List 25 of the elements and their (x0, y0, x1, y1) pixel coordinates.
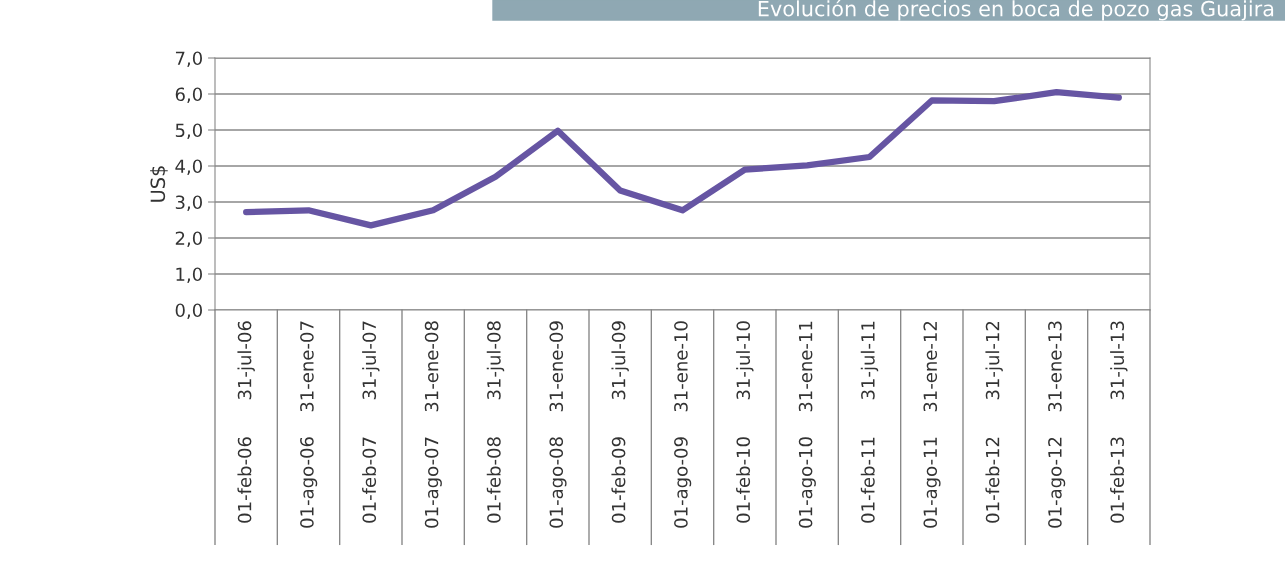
category-label: 31-ene-11 01-ago-10 (798, 321, 816, 528)
y-tick-label: 0,0 (175, 303, 202, 319)
category-label: 31-jul-09 01-feb-09 (611, 321, 629, 523)
y-tick-label: 3,0 (175, 195, 202, 211)
category-label: 31-ene-10 01-ago-09 (674, 321, 692, 528)
y-axis-title: US$ (150, 166, 168, 202)
category-label: 31-ene-09 01-ago-08 (549, 321, 567, 528)
category-label: 31-ene-12 01-ago-11 (923, 321, 941, 528)
category-label: 31-ene-08 01-ago-07 (424, 321, 442, 528)
y-tick-label: 4,0 (175, 159, 202, 175)
y-tick-label: 7,0 (175, 51, 202, 67)
category-label: 31-jul-11 01-feb-11 (860, 321, 879, 523)
category-label: 31-jul-07 01-feb-07 (362, 321, 380, 523)
category-label: 31-jul-12 01-feb-12 (985, 321, 1003, 523)
chart-title: Evolución de precios en boca de pozo gas Guajira (758, 0, 1274, 21)
y-tick-label: 5,0 (175, 123, 202, 139)
category-label: 31-jul-13 01-feb-13 (1110, 321, 1128, 523)
y-tick-label: 6,0 (175, 87, 202, 103)
category-label: 31-jul-08 01-feb-08 (486, 321, 505, 523)
y-tick-label: 2,0 (175, 231, 202, 247)
category-label: 31-ene-13 01-ago-12 (1048, 321, 1066, 528)
y-tick-label: 1,0 (176, 267, 202, 283)
category-label: 31-jul-06 01-feb-06 (237, 321, 255, 523)
category-label: 31-ene-07 01-ago-06 (300, 321, 318, 528)
category-label: 31-jul-10 01-feb-10 (736, 321, 754, 523)
